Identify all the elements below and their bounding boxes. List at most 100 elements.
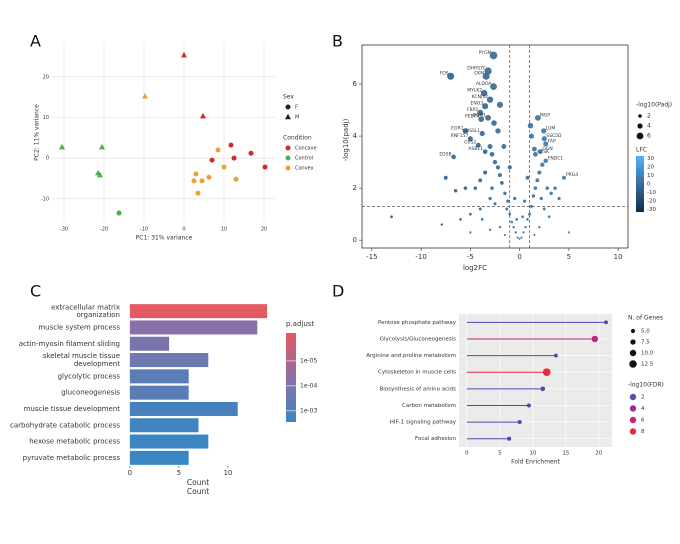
gene-label: DHRS7C	[467, 66, 486, 72]
gene-label: G0S2	[464, 140, 476, 146]
category-label: carbohydrate catabolic process	[10, 421, 120, 429]
gene-label: EDSB	[439, 151, 451, 157]
point	[221, 164, 227, 170]
bar	[129, 385, 189, 400]
legend-symbol	[638, 114, 642, 118]
gene-label: MGP	[540, 112, 550, 118]
legend-symbol	[285, 104, 291, 110]
point	[512, 225, 515, 229]
point	[553, 186, 557, 190]
bar	[129, 401, 238, 416]
point	[59, 143, 65, 150]
point	[542, 207, 546, 211]
legend-label: 10.0	[641, 351, 654, 357]
point	[491, 120, 497, 126]
point	[487, 144, 493, 149]
gene-label: ALDOA	[476, 81, 493, 87]
legend-symbol	[629, 405, 637, 412]
legend-title: LFC	[636, 147, 647, 154]
gene-label: EGR1	[451, 125, 463, 131]
point	[495, 128, 501, 134]
bar	[129, 336, 170, 351]
legend-label: 6	[641, 418, 645, 424]
point	[507, 165, 512, 170]
category-label: HIF-1 signaling pathway	[390, 420, 457, 426]
y-tick-label: 20	[43, 74, 49, 80]
point	[516, 236, 519, 239]
legend-title: Condition	[283, 135, 312, 142]
category-label: extracellular matrix organization	[51, 303, 120, 319]
gene-label: PEBP4	[465, 114, 479, 120]
bar	[129, 320, 258, 335]
bar	[129, 450, 189, 465]
bar	[129, 418, 199, 433]
gene-label: PYGM	[479, 50, 492, 56]
gene-label: OGN	[542, 146, 552, 152]
legend-symbol	[629, 416, 637, 424]
colorbar	[286, 333, 296, 422]
point	[492, 159, 498, 165]
point	[231, 155, 237, 161]
point	[215, 147, 221, 153]
point	[503, 233, 506, 237]
category-label: muscle system process	[38, 323, 120, 331]
point	[527, 122, 534, 129]
colorbar-label: -20	[647, 198, 656, 204]
dot	[526, 403, 532, 408]
x-tick-label: 0	[465, 451, 469, 457]
point	[537, 149, 543, 155]
bar	[129, 434, 209, 449]
category-label: skeletal muscle tissue development	[43, 352, 120, 368]
point	[514, 231, 517, 234]
y-axis-label: PC2: 11% variance	[34, 104, 41, 161]
point	[562, 175, 566, 180]
gene-label: CTSK	[537, 149, 550, 155]
category-label: muscle tissue development	[24, 405, 121, 413]
point	[485, 114, 491, 121]
point	[228, 142, 234, 148]
point	[543, 141, 549, 147]
category-label: Pentose phosphate pathway	[378, 320, 457, 326]
point	[520, 236, 523, 239]
x-axis-label: PC1: 31% variance	[136, 235, 193, 242]
x-tick-label: -10	[415, 253, 426, 261]
panel-label: D	[332, 282, 344, 301]
point	[539, 196, 543, 201]
point	[500, 181, 504, 185]
x-tick-label: 10	[614, 253, 623, 261]
point	[488, 196, 492, 201]
x-tick-label: 10	[221, 227, 227, 233]
gene-label: KCNJ12	[472, 94, 488, 100]
point	[529, 204, 533, 208]
category-label: glycolytic process	[58, 372, 121, 380]
dot	[604, 320, 608, 325]
colorbar-label: 1e-05	[300, 357, 317, 364]
point	[518, 237, 521, 240]
point	[482, 72, 490, 80]
x-tick-label: 5	[567, 253, 571, 261]
point	[199, 178, 205, 184]
point	[567, 231, 571, 234]
plot-frame	[361, 44, 629, 249]
legend-title: p.adjust	[286, 320, 314, 328]
point	[510, 220, 514, 224]
category-label: Cytoskeleton in muscle cells	[378, 370, 456, 376]
legend-title: Sex	[283, 94, 294, 101]
category-label: pyruvate metabolic process	[23, 454, 121, 462]
gene-label: CKM	[474, 71, 484, 77]
point	[477, 109, 484, 116]
point	[533, 186, 538, 190]
point	[459, 218, 462, 221]
category-label: Biosynthesis of amino acids	[380, 386, 457, 392]
panel-label: C	[30, 282, 41, 301]
point	[248, 150, 254, 156]
legend-label: 12.5	[641, 362, 654, 368]
legend-symbol	[637, 123, 643, 129]
point	[513, 196, 517, 201]
point	[475, 142, 481, 148]
colorbar-label: -30	[647, 207, 656, 213]
point	[489, 51, 498, 60]
legend-label: Control	[295, 156, 313, 162]
y-tick-label: -10	[41, 196, 49, 202]
